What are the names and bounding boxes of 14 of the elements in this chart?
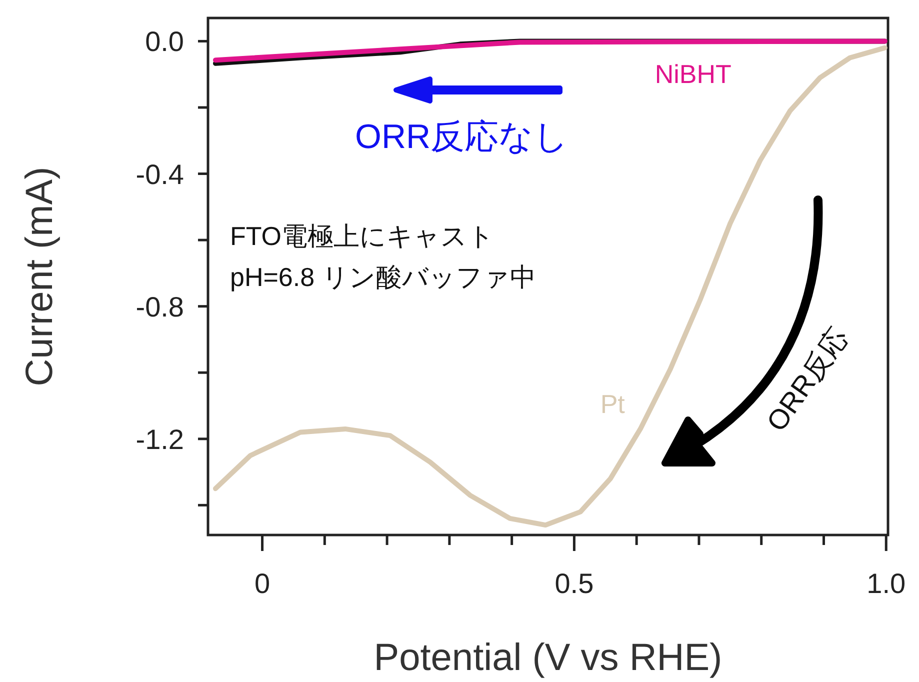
y-tick-label: 0.0 [145, 26, 184, 58]
annotation: pH=6.8 リン酸バッファ中 [230, 262, 536, 292]
annotation: FTO電極上にキャスト [230, 221, 495, 251]
x-tick-label: 1.0 [866, 568, 906, 599]
x-axis-title: Potential (V vs RHE) [374, 637, 722, 679]
series-label: NiBHT [654, 59, 732, 90]
y-tick-label: -1.2 [136, 424, 184, 455]
y-tick-label: -0.4 [136, 158, 184, 190]
y-tick-label: -0.8 [136, 291, 184, 322]
y-axis-title: Current (mA) [19, 166, 61, 386]
x-tick-label: 0 [254, 568, 270, 599]
x-tick-label: 0.5 [554, 568, 594, 599]
series-label: Pt [600, 388, 626, 419]
annotation: ORR反応なし [355, 118, 569, 156]
